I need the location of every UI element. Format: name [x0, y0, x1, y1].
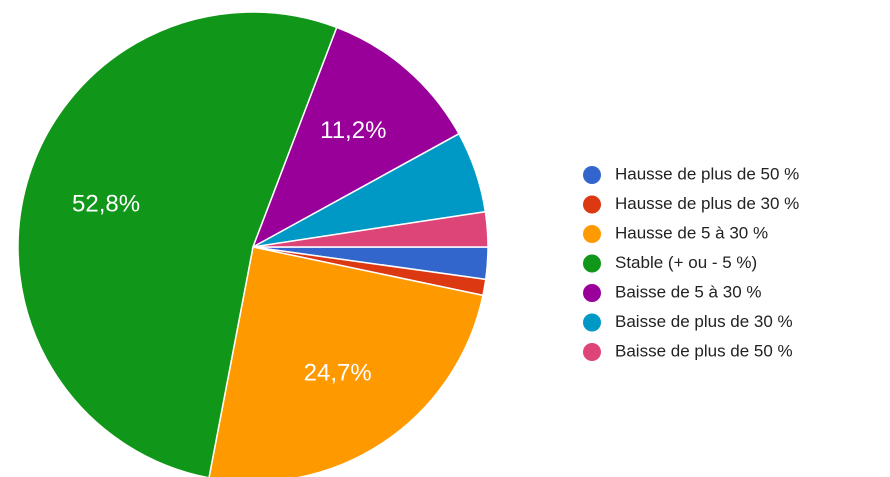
legend-swatch: [583, 195, 601, 214]
legend-swatch: [583, 254, 601, 273]
legend-label: Hausse de plus de 50 %: [615, 164, 799, 183]
slice-label: 24,7%: [304, 359, 372, 386]
legend-swatch: [583, 284, 601, 302]
legend-label: Stable (+ ou - 5 %): [615, 253, 757, 272]
legend-swatch: [583, 343, 601, 361]
legend-swatch: [583, 166, 601, 184]
legend-label: Baisse de 5 à 30 %: [615, 282, 761, 301]
legend-swatch: [583, 225, 601, 243]
pie-slice: [251, 26, 460, 249]
pie-slice: [208, 246, 484, 477]
pie-slice: [17, 11, 338, 477]
legend-label: Hausse de 5 à 30 %: [615, 223, 768, 242]
slice-label: 11,2%: [320, 117, 386, 144]
legend-label: Baisse de plus de 30 %: [615, 312, 793, 331]
legend-swatch: [583, 313, 601, 332]
legend-label: Hausse de plus de 30 %: [615, 194, 799, 213]
slice-label: 52,8%: [72, 191, 140, 218]
legend-label: Baisse de plus de 50 %: [615, 341, 793, 360]
pie-slice: [252, 210, 489, 248]
